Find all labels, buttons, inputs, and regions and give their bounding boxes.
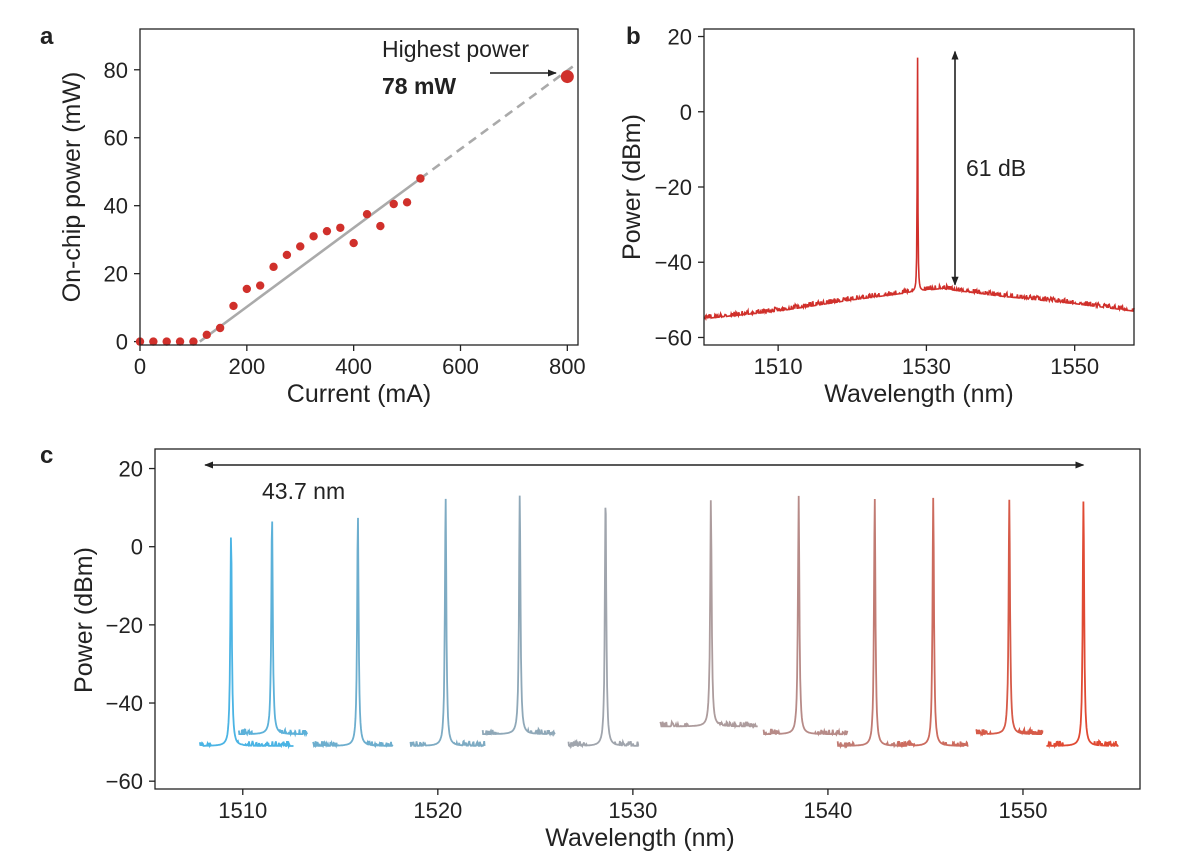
laser-line-4 <box>409 498 486 748</box>
data-point <box>296 242 305 251</box>
panel-c-xlabel: Wavelength (nm) <box>545 824 734 852</box>
laser-line-6 <box>567 507 640 750</box>
panel-c-plot: 1510 1520 1530 1540 1550 20 0 −20 −40 −60 <box>106 457 1119 823</box>
data-point <box>309 232 318 241</box>
data-point <box>349 238 358 248</box>
data-point <box>376 221 385 231</box>
laser-line-8 <box>762 495 849 737</box>
data-point <box>229 301 238 311</box>
laser-line-1 <box>199 537 294 750</box>
fit-line-solid <box>199 177 422 343</box>
highest-power-value: 78 mW <box>382 73 456 99</box>
data-point <box>322 226 332 236</box>
laser-line-3 <box>312 517 394 749</box>
panel-c-label: c <box>40 442 53 469</box>
c-xtick-label: 1510 <box>218 798 267 823</box>
panel-a-frame <box>139 28 579 346</box>
a-xtick-label: 600 <box>442 354 479 379</box>
panel-c-frame <box>154 448 1141 790</box>
a-xtick-label: 400 <box>335 354 372 379</box>
highest-power-point <box>560 70 574 84</box>
b-xtick-label: 1510 <box>754 354 803 379</box>
c-ytick-label: −60 <box>106 769 143 794</box>
data-point <box>255 281 265 290</box>
laser-line-5 <box>481 495 556 737</box>
b-ytick-label: −40 <box>655 250 692 275</box>
c-xtick-label: 1550 <box>998 798 1047 823</box>
laser-line-2 <box>238 521 308 738</box>
panel-a-label: a <box>40 23 54 50</box>
a-ytick-label: 0 <box>116 330 128 355</box>
a-xtick-label: 200 <box>228 354 265 379</box>
b-ytick-label: −60 <box>655 325 692 350</box>
panel-c-ylabel: Power (dBm) <box>70 547 98 693</box>
data-point <box>402 198 412 207</box>
c-ytick-label: 20 <box>119 457 143 482</box>
c-xtick-label: 1530 <box>608 798 657 823</box>
data-point <box>189 337 198 346</box>
c-ytick-label: −40 <box>106 691 143 716</box>
panel-b-label: b <box>626 23 641 50</box>
fit-line-dashed <box>419 63 577 180</box>
data-point <box>149 337 158 346</box>
panel-a-xlabel: Current (mA) <box>287 380 431 408</box>
c-ytick-label: 0 <box>131 535 143 560</box>
extinction-ratio-label: 61 dB <box>966 155 1026 181</box>
b-xtick-label: 1550 <box>1050 354 1099 379</box>
a-ytick-label: 40 <box>104 194 128 219</box>
data-point <box>336 223 345 232</box>
data-point <box>282 250 292 260</box>
b-xtick-label: 1530 <box>902 354 951 379</box>
b-ytick-label: −20 <box>655 175 692 200</box>
b-ytick-label: 20 <box>668 25 692 50</box>
panel-a-ylabel: On-chip power (mW) <box>58 72 86 303</box>
data-point <box>175 337 185 346</box>
data-point <box>215 323 225 333</box>
a-xtick-label: 0 <box>134 354 146 379</box>
a-xtick-label: 800 <box>549 354 586 379</box>
data-point <box>162 337 171 346</box>
panel-b: b 1510 1530 1550 20 0 −20 −40 −60 Wavelength (n… <box>618 23 1135 408</box>
panel-c: c 1510 1520 1530 1540 1550 20 0 −20 −40 −60 Wavel… <box>40 442 1141 852</box>
c-ytick-label: −20 <box>106 613 143 638</box>
laser-line-11 <box>975 499 1044 737</box>
panel-a: a 0 200 400 600 800 0 20 40 60 80 Current (mA) On… <box>40 23 586 408</box>
panel-b-xlabel: Wavelength (nm) <box>824 380 1013 408</box>
panel-b-plot: 1510 1530 1550 20 0 −20 −40 −60 <box>655 25 1135 379</box>
data-point <box>202 330 211 340</box>
a-ytick-label: 80 <box>104 58 128 83</box>
laser-line-12 <box>1046 501 1119 749</box>
c-xtick-label: 1520 <box>413 798 462 823</box>
b-ytick-label: 0 <box>680 100 692 125</box>
panel-a-plot: 0 200 400 600 800 0 20 40 60 80 <box>104 58 586 379</box>
data-point <box>242 284 252 294</box>
laser-line-9 <box>836 498 907 750</box>
a-ytick-label: 20 <box>104 262 128 287</box>
data-point <box>416 174 425 183</box>
data-point <box>269 262 278 272</box>
highest-power-label: Highest power <box>382 36 529 62</box>
tuning-range-label: 43.7 nm <box>262 478 345 504</box>
laser-line-7 <box>659 500 758 730</box>
data-point <box>389 199 398 209</box>
a-ytick-label: 60 <box>104 126 128 151</box>
panel-b-ylabel: Power (dBm) <box>618 114 646 260</box>
spectrum-line <box>703 57 1135 322</box>
laser-line-10 <box>897 497 969 749</box>
panel-b-frame <box>703 28 1135 346</box>
c-xtick-label: 1540 <box>803 798 852 823</box>
data-point <box>362 209 372 219</box>
